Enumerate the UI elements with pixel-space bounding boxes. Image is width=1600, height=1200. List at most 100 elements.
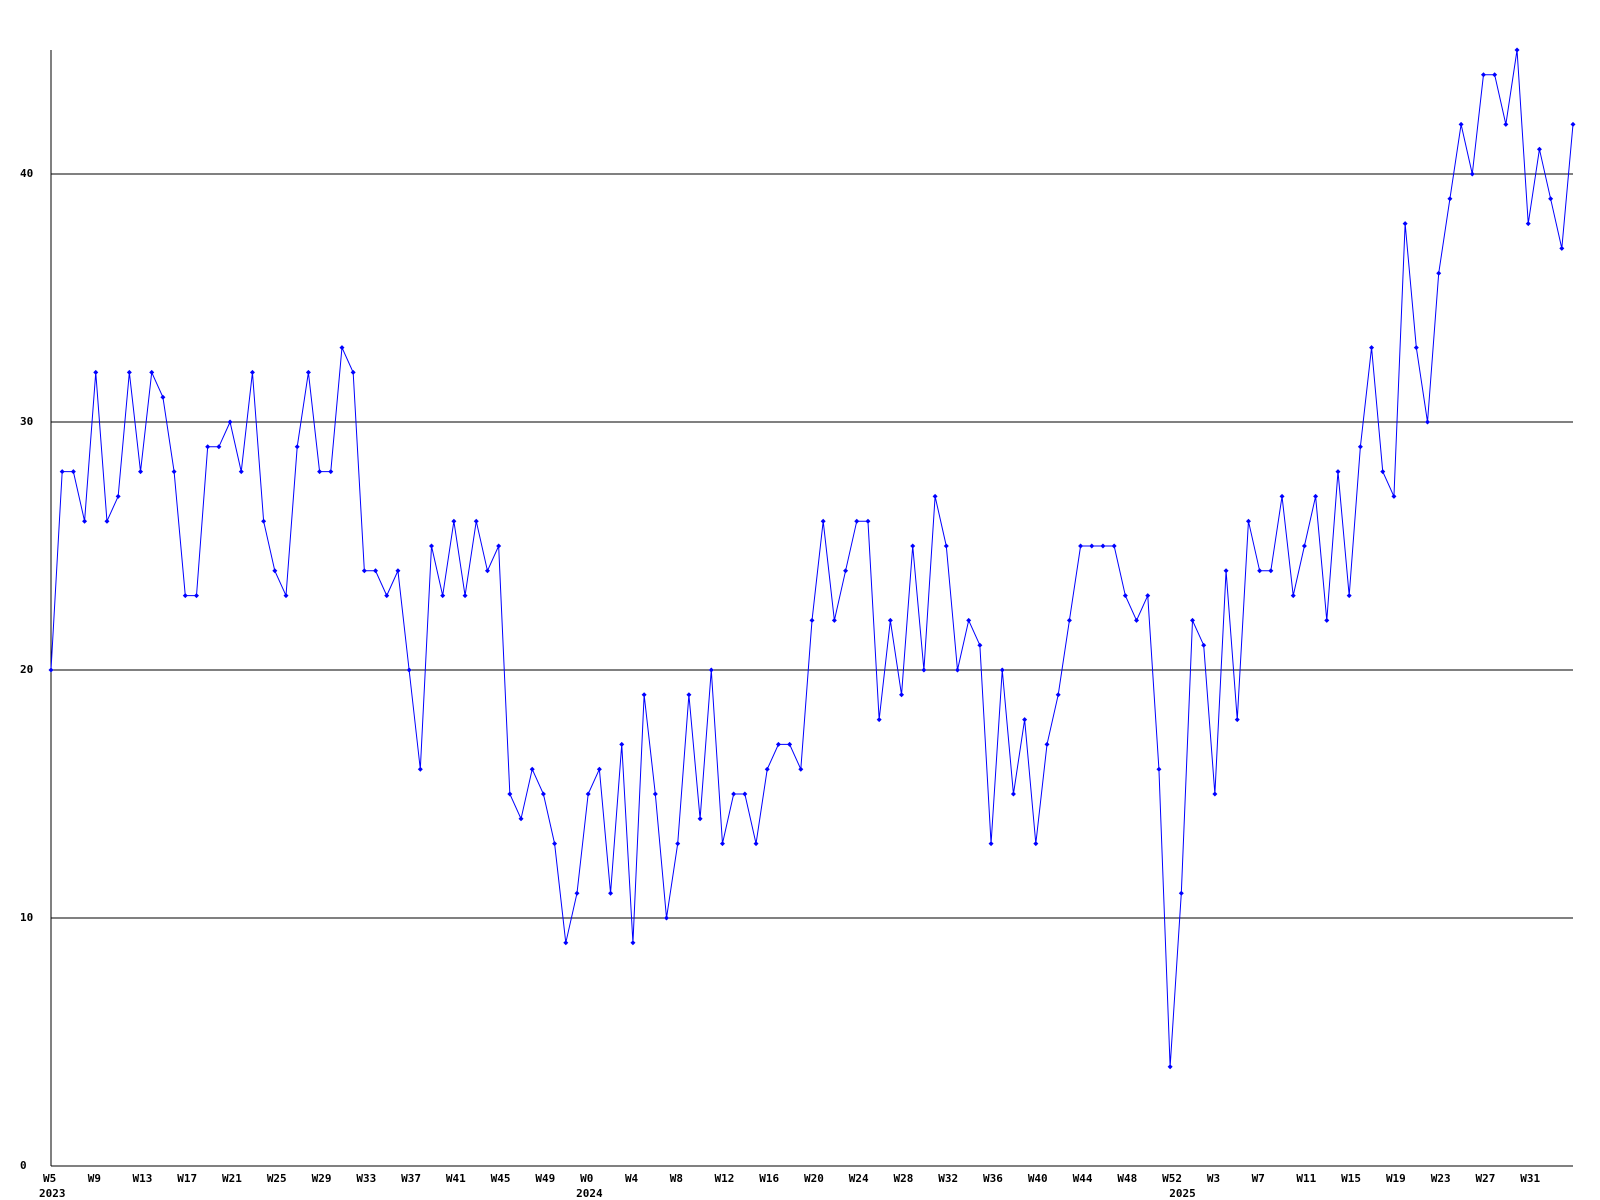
point: [820, 518, 826, 524]
x-tick-label: W41: [446, 1172, 466, 1185]
x-tick-label: W31: [1520, 1172, 1540, 1185]
point: [988, 841, 994, 847]
point: [1212, 791, 1218, 797]
point: [798, 766, 804, 772]
point: [1570, 121, 1576, 127]
point: [1391, 493, 1397, 499]
point: [675, 841, 681, 847]
x-tick-label: W48: [1117, 1172, 1137, 1185]
point: [115, 493, 121, 499]
point: [406, 667, 412, 673]
point: [1469, 171, 1475, 177]
point: [608, 890, 614, 896]
point: [999, 667, 1005, 673]
point: [462, 593, 468, 599]
point: [1111, 543, 1117, 549]
point: [753, 841, 759, 847]
point: [317, 469, 323, 475]
point: [1313, 493, 1319, 499]
point: [305, 369, 311, 375]
x-tick-label: W29: [312, 1172, 332, 1185]
point: [440, 593, 446, 599]
x-tick-label: W52: [1162, 1172, 1182, 1185]
y-tick-label: 20: [20, 663, 33, 676]
point: [373, 568, 379, 574]
point: [1279, 493, 1285, 499]
point: [899, 692, 905, 698]
point: [1447, 196, 1453, 202]
x-tick-label: W24: [849, 1172, 869, 1185]
point: [540, 791, 546, 797]
point: [1178, 890, 1184, 896]
point: [552, 841, 558, 847]
point: [395, 568, 401, 574]
point: [227, 419, 233, 425]
point: [182, 593, 188, 599]
point: [1234, 717, 1240, 723]
point: [1145, 593, 1151, 599]
point: [1257, 568, 1263, 574]
point: [70, 469, 76, 475]
y-tick-label: 30: [20, 415, 33, 428]
point: [1357, 444, 1363, 450]
point: [283, 593, 289, 599]
point: [496, 543, 502, 549]
y-tick-label: 0: [20, 1159, 27, 1172]
point: [1525, 221, 1531, 227]
point: [921, 667, 927, 673]
point: [1245, 518, 1251, 524]
point: [451, 518, 457, 524]
point: [518, 816, 524, 822]
point: [686, 692, 692, 698]
point: [887, 617, 893, 623]
point: [1503, 121, 1509, 127]
point: [104, 518, 110, 524]
series-line: [50, 49, 1574, 1067]
point: [1223, 568, 1229, 574]
point: [205, 444, 211, 450]
point: [809, 617, 815, 623]
x-tick-label: W9: [88, 1172, 101, 1185]
point: [417, 766, 423, 772]
x-tick-label: W17: [177, 1172, 197, 1185]
point: [429, 543, 434, 549]
point: [529, 766, 535, 772]
x-tick-label: W3: [1207, 1172, 1220, 1185]
year-label: 2024: [576, 1187, 603, 1200]
point: [1268, 568, 1274, 574]
point: [384, 593, 390, 599]
point: [1033, 841, 1039, 847]
point: [1190, 617, 1195, 623]
point: [854, 518, 860, 524]
point: [563, 940, 569, 946]
point: [731, 791, 737, 797]
point: [193, 593, 199, 599]
point: [943, 543, 949, 549]
point: [619, 741, 625, 747]
point: [238, 469, 244, 475]
point: [1290, 593, 1296, 599]
point: [149, 369, 155, 375]
x-tick-label: W21: [222, 1172, 242, 1185]
point: [48, 667, 54, 673]
point: [1548, 196, 1554, 202]
point: [328, 469, 334, 475]
point: [1324, 617, 1330, 623]
x-tick-label: W13: [133, 1172, 153, 1185]
point: [719, 841, 725, 847]
x-tick-label: W19: [1386, 1172, 1406, 1185]
x-tick-label: W28: [894, 1172, 914, 1185]
point: [843, 568, 849, 574]
x-tick-label: W5: [43, 1172, 56, 1185]
point: [507, 791, 513, 797]
point: [664, 915, 670, 921]
x-tick-label: W12: [714, 1172, 734, 1185]
x-tick-label: W40: [1028, 1172, 1048, 1185]
point: [138, 469, 144, 475]
point: [966, 617, 972, 623]
x-tick-label: W11: [1296, 1172, 1316, 1185]
point: [742, 791, 748, 797]
point: [473, 518, 479, 524]
point: [126, 369, 132, 375]
point: [350, 369, 356, 375]
